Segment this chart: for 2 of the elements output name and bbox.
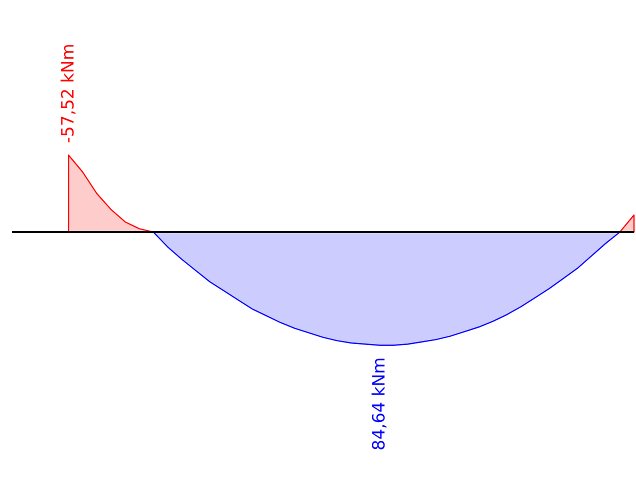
- text: -57,52 kNm: [58, 44, 79, 144]
- text: 84,64 kNm: [370, 357, 390, 450]
